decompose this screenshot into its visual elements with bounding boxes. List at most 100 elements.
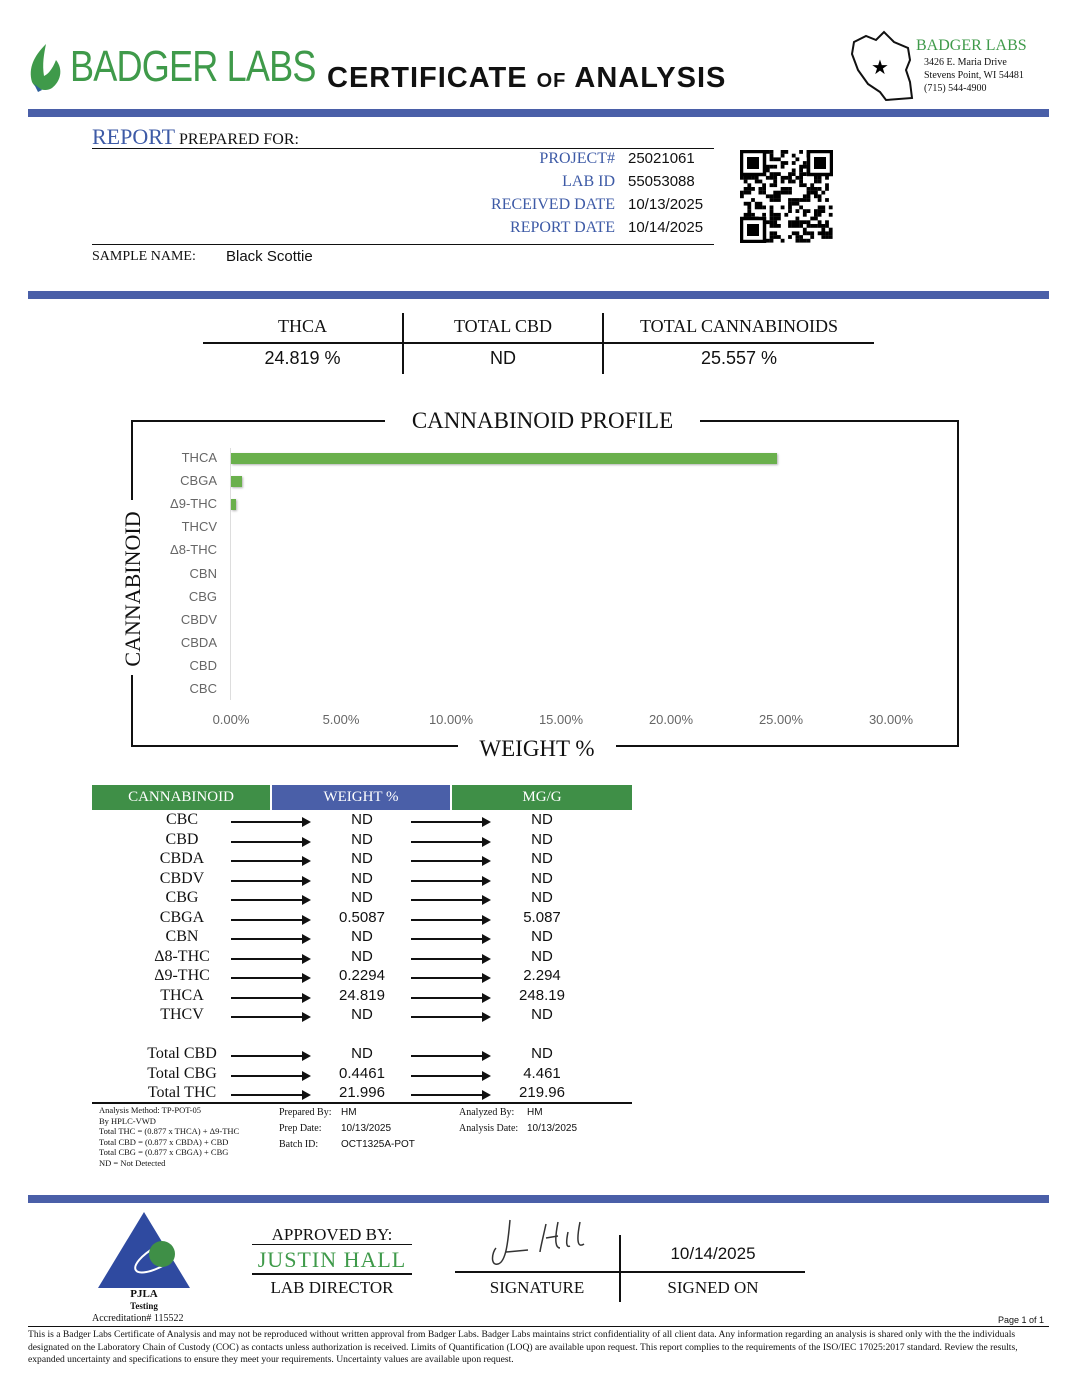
brand-name: BADGER LABS (70, 42, 316, 91)
mgg-value: 5.087 (523, 908, 561, 926)
chart-x-tick: 30.00% (868, 712, 914, 727)
chart-x-tick: 5.00% (322, 712, 360, 727)
report-fields: PROJECT# 25021061 LAB ID 55053088 RECEIVED… (491, 150, 704, 236)
mgg-value: ND (531, 811, 553, 828)
weight-value: ND (351, 1045, 373, 1062)
mgg-value: ND (531, 889, 553, 906)
chart-x-tick: 25.00% (758, 712, 804, 727)
chart-title: CANNABINOID PROFILE (385, 408, 700, 434)
page-number: Page 1 of 1 (997, 1315, 1044, 1325)
analysis-info: Analyzed By: HM Analysis Date: 10/13/2025 (459, 1107, 578, 1134)
chart-category-label: THCV (181, 519, 217, 535)
divider (28, 291, 1049, 299)
weight-value: 0.5087 (339, 908, 385, 926)
signed-date: 10/14/2025 (670, 1244, 756, 1263)
chart-bar (231, 453, 778, 464)
weight-value: ND (351, 811, 373, 828)
prepared-for-label: REPORT PREPARED FOR: (92, 124, 299, 149)
cannabinoid-name: THCA (160, 986, 204, 1004)
cannabinoid-name: CBDA (159, 850, 205, 867)
mgg-value: ND (531, 928, 553, 945)
mgg-value: ND (531, 1006, 553, 1023)
mgg-value: ND (531, 850, 553, 867)
approved-by-label: APPROVED BY: (271, 1225, 393, 1244)
cannabinoid-name: CBGA (159, 908, 205, 926)
signed-on-label: SIGNED ON (667, 1278, 759, 1297)
weight-value: ND (351, 1006, 373, 1023)
cannabinoid-name: CBDV (159, 869, 205, 887)
disclaimer: This is a Badger Labs Certificate of Ana… (28, 1329, 1018, 1365)
sample-name-label: SAMPLE NAME: (92, 249, 196, 264)
summary-cbd-value: ND (490, 348, 516, 368)
mgg-value: ND (531, 869, 553, 887)
mgg-value: ND (531, 1045, 553, 1062)
header-mgg: MG/G (452, 785, 632, 810)
summary-total-label: TOTAL CANNABINOIDS (639, 316, 839, 336)
qr-code-icon (740, 150, 833, 243)
cannabinoid-name: Total CBD (147, 1045, 217, 1062)
cannabinoid-name: Total THC (147, 1084, 217, 1101)
cannabinoid-name: THCV (160, 1006, 204, 1023)
weight-value: ND (351, 928, 373, 945)
wisconsin-map-icon: ★ (850, 30, 914, 102)
header-weight: WEIGHT % (272, 785, 450, 810)
accreditation: Accreditation# 115522 (92, 1313, 184, 1324)
sample-name: Black Scottie (226, 248, 313, 265)
chart-category-label: CBN (189, 565, 217, 581)
chart-frame (131, 420, 959, 747)
badger-logo-icon (30, 44, 61, 92)
pjla-label: PJLA (130, 1288, 158, 1300)
chart-category-label: CBG (188, 588, 217, 604)
chart-category-label: CBDV (180, 611, 217, 627)
weight-value: 21.996 (339, 1084, 385, 1101)
cannabinoid-name: CBD (165, 830, 199, 848)
method-notes: Analysis Method: TP-POT-05 By HPLC-VWD Tot… (99, 1105, 240, 1168)
summary-total-value: 25.557 % (700, 348, 778, 368)
chart-bar (231, 476, 243, 488)
chart-x-tick: 20.00% (648, 712, 694, 727)
chart-category-label: CBDA (180, 634, 217, 650)
testing-label: Testing (130, 1301, 158, 1311)
address-brand: BADGER LABS (916, 37, 1027, 54)
weight-value: 0.4461 (339, 1064, 385, 1082)
cannabinoid-name: Δ8-THC (154, 947, 210, 965)
chart-x-tick: 0.00% (212, 712, 250, 727)
approver-name: JUSTIN HALL (257, 1247, 407, 1272)
cannabinoid-name: CBC (165, 811, 198, 828)
chart-x-tick: 15.00% (538, 712, 584, 727)
mgg-value: ND (531, 830, 553, 848)
chart-category-label: CBC (189, 681, 217, 696)
chart-xlabel: WEIGHT % (458, 736, 616, 762)
mgg-value: 2.294 (523, 967, 561, 984)
mgg-value: 219.96 (519, 1084, 565, 1101)
weight-value: ND (351, 869, 373, 887)
summary-thca-label: THCA (278, 316, 327, 336)
chart-category-label: Δ9-THC (170, 496, 217, 512)
pjla-logo-icon (98, 1212, 190, 1288)
chart-x-tick: 10.00% (428, 712, 474, 727)
svg-text:★: ★ (871, 57, 889, 79)
cannabinoid-name: CBN (165, 928, 199, 945)
weight-value: ND (351, 850, 373, 867)
chart-bar (231, 499, 237, 511)
chart-category-label: Δ8-THC (170, 542, 217, 558)
weight-value: ND (351, 889, 373, 906)
cannabinoid-name: Δ9-THC (154, 967, 210, 984)
summary-thca-value: 24.819 % (264, 348, 341, 368)
weight-value: ND (351, 947, 373, 965)
header-cannabinoid: CANNABINOID (92, 785, 270, 810)
chart-category-label: CBD (189, 657, 217, 673)
divider (28, 109, 1049, 117)
weight-value: ND (351, 830, 373, 848)
summary-cbd-label: TOTAL CBD (453, 316, 553, 336)
weight-value: 24.819 (339, 986, 385, 1004)
address: 3426 E. Maria Drive Stevens Point, WI 544… (924, 57, 1024, 94)
cannabinoid-name: Total CBG (147, 1064, 217, 1082)
role-label: LAB DIRECTOR (270, 1278, 394, 1297)
chart-category-label: CBGA (180, 473, 217, 489)
signature-label: SIGNATURE (489, 1278, 585, 1297)
document-title: CERTIFICATE OF ANALYSIS (327, 62, 727, 94)
divider (28, 1195, 1049, 1203)
mgg-value: 248.19 (519, 986, 565, 1004)
